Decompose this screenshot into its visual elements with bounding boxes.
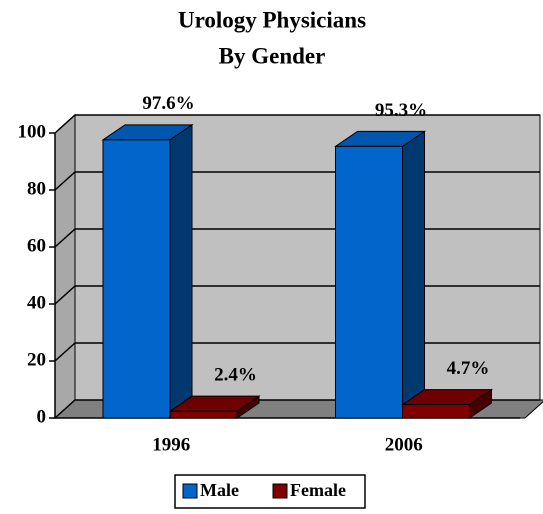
chart-title: By Gender bbox=[219, 43, 326, 68]
x-tick-label: 2006 bbox=[385, 434, 423, 455]
y-tick-label: 40 bbox=[27, 292, 46, 313]
x-tick-label: 1996 bbox=[152, 434, 190, 455]
value-label: 97.6% bbox=[142, 93, 194, 114]
y-tick-label: 60 bbox=[27, 235, 46, 256]
side-wall bbox=[54, 113, 76, 420]
value-label: 4.7% bbox=[447, 358, 490, 379]
chart-title: Urology Physicians bbox=[178, 7, 366, 32]
y-tick-label: 0 bbox=[37, 406, 47, 427]
value-label: 95.3% bbox=[375, 100, 427, 121]
bar bbox=[335, 145, 403, 419]
legend-label: Male bbox=[200, 480, 239, 500]
bar bbox=[102, 139, 171, 419]
legend bbox=[174, 474, 366, 509]
y-tick-label: 100 bbox=[18, 121, 47, 142]
bar-side bbox=[402, 130, 425, 419]
y-tick-label: 80 bbox=[27, 178, 46, 199]
bar bbox=[169, 410, 238, 419]
legend-swatch bbox=[182, 483, 198, 499]
legend-swatch bbox=[272, 483, 288, 499]
bar bbox=[402, 404, 470, 419]
value-label: 2.4% bbox=[214, 365, 257, 386]
y-tick-label: 20 bbox=[27, 349, 46, 370]
bar-side bbox=[169, 123, 193, 419]
legend-label: Female bbox=[290, 480, 346, 500]
grid-line bbox=[54, 114, 540, 134]
